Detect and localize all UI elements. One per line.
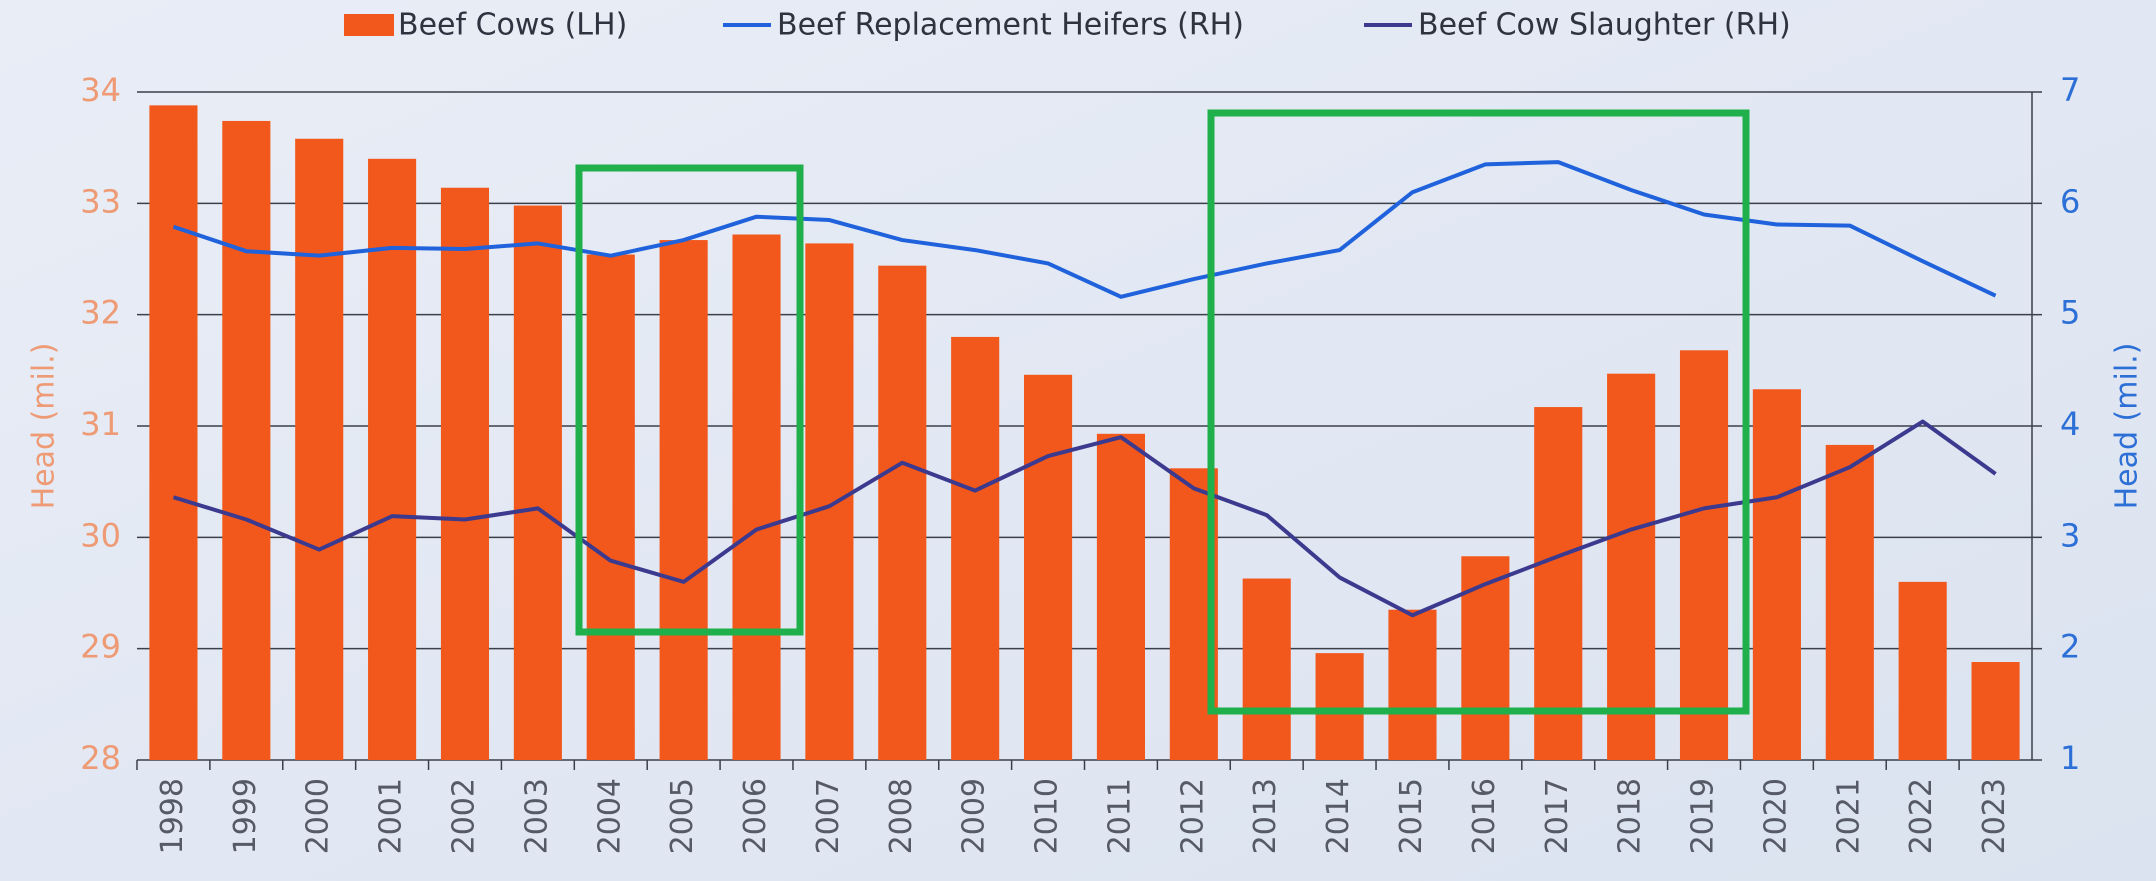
bar (878, 265, 927, 760)
x-tick-label: 2009 (957, 778, 992, 854)
bar (1534, 407, 1583, 760)
y2-axis-title: Head (mil.) (2110, 343, 2145, 510)
bar (368, 158, 417, 761)
legend-swatch (344, 14, 394, 36)
highlight-box (575, 164, 804, 636)
x-tick-label: 2014 (1321, 778, 1356, 854)
x-tick-label: 1999 (228, 778, 263, 854)
legend-label: Beef Cows (LH) (398, 8, 627, 43)
x-tick-label: 2018 (1613, 778, 1648, 854)
bar (1388, 609, 1437, 760)
bar (1825, 444, 1874, 760)
y2-tick-label: 5 (2060, 294, 2080, 332)
y-tick-label: 31 (80, 405, 121, 443)
y-tick-label: 33 (80, 182, 121, 220)
bar (586, 254, 635, 760)
y-tick-label: 32 (80, 294, 121, 332)
x-tick-label: 2022 (1904, 778, 1939, 854)
y2-tick-label: 4 (2060, 405, 2080, 443)
x-tick-label: 2002 (446, 778, 481, 854)
x-tick-label: 2013 (1248, 778, 1283, 854)
annotations (575, 109, 1750, 715)
x-tick-label: 2019 (1686, 778, 1721, 854)
x-tick-label: 2015 (1394, 778, 1429, 854)
x-tick-label: 2023 (1977, 778, 2012, 854)
bar (1971, 662, 2020, 760)
x-tick-label: 2012 (1175, 778, 1210, 854)
x-tick-label: 2003 (519, 778, 554, 854)
bar (1607, 373, 1656, 760)
bar (513, 205, 562, 760)
bar (440, 187, 490, 760)
x-tick-label: 2016 (1467, 778, 1502, 854)
bar (1315, 653, 1364, 760)
x-tick-label: 2011 (1102, 778, 1137, 854)
bar (805, 243, 854, 760)
y-tick-label: 29 (80, 628, 121, 666)
bar (222, 120, 271, 761)
x-tick-label: 2005 (665, 778, 700, 854)
y2-tick-label: 1 (2060, 739, 2080, 777)
bar (149, 105, 198, 761)
highlight-box (1207, 109, 1750, 715)
x-tick-label: 2000 (301, 778, 336, 854)
bar (1898, 581, 1947, 760)
bar (659, 240, 708, 760)
line (172, 160, 1997, 299)
x-tick-label: 2001 (374, 778, 409, 854)
legend-label: Beef Replacement Heifers (RH) (777, 8, 1244, 43)
line (172, 419, 1997, 618)
marks (149, 105, 2020, 761)
x-tick-label: 2020 (1758, 778, 1793, 854)
y2-tick-label: 7 (2060, 71, 2080, 109)
y-tick-label: 30 (80, 516, 121, 554)
y-tick-label: 34 (80, 71, 121, 109)
x-tick-label: 2010 (1030, 778, 1065, 854)
x-tick-label: 2006 (738, 778, 773, 854)
bar (1752, 389, 1801, 760)
y2-tick-label: 2 (2060, 628, 2080, 666)
bar (295, 138, 344, 760)
x-tick-label: 2007 (811, 778, 846, 854)
x-tick-label: 2017 (1540, 778, 1575, 854)
bar (1024, 374, 1073, 760)
bar (1242, 578, 1291, 760)
x-tick-label: 2004 (592, 778, 627, 854)
bar (1461, 556, 1510, 760)
y2-tick-label: 6 (2060, 182, 2080, 220)
bar (732, 234, 781, 761)
legend-label: Beef Cow Slaughter (RH) (1418, 8, 1791, 43)
y-tick-label: 28 (80, 739, 121, 777)
bar (951, 336, 1000, 760)
x-tick-label: 1998 (155, 778, 190, 854)
x-tick-label: 2021 (1831, 778, 1866, 854)
y-axis-title: Head (mil.) (27, 343, 62, 510)
bar (1096, 433, 1145, 760)
y2-tick-label: 3 (2060, 516, 2080, 554)
bar (1679, 350, 1729, 760)
x-tick-label: 2008 (884, 778, 919, 854)
